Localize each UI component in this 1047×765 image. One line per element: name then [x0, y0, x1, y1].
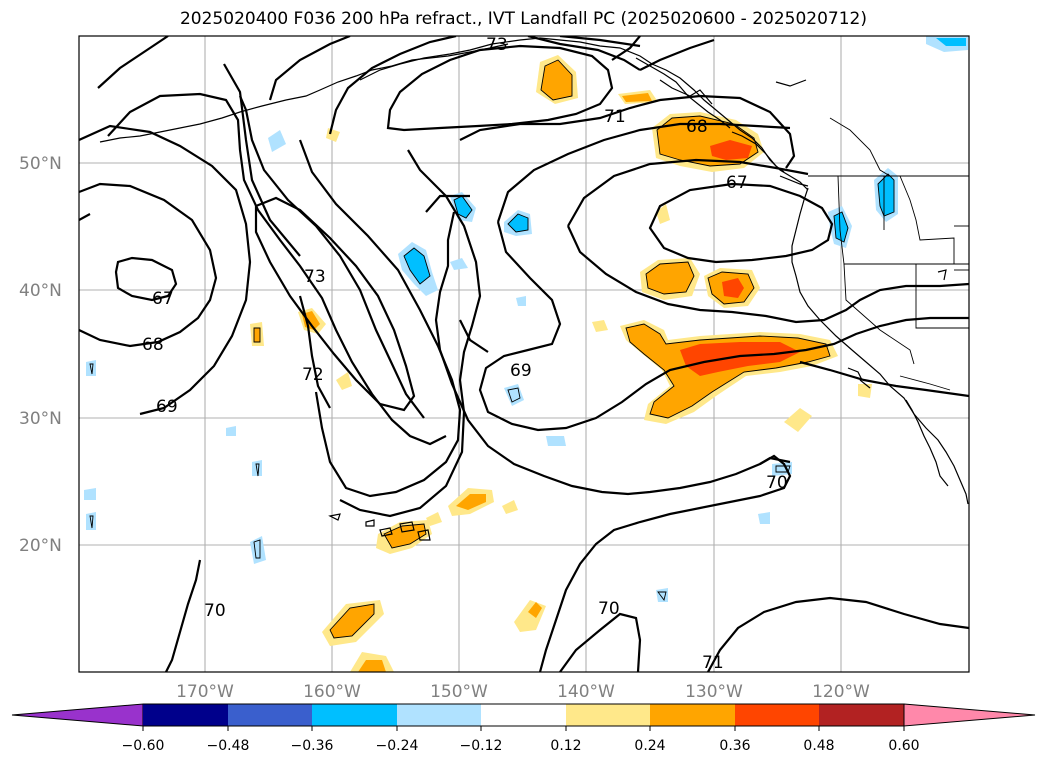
colorbar-bin-6: [566, 704, 650, 726]
colorbar-tick-label: −0.24: [376, 738, 419, 754]
colorbar: −0.60 −0.48 −0.36 −0.24 −0.12 0.12 0.24 …: [11, 703, 1036, 754]
contour-71-south: [707, 596, 969, 672]
contour-label-73-trough: 73: [304, 267, 326, 287]
contour-label-73-north: 73: [486, 35, 508, 55]
lat-label-40n: 40°N: [19, 281, 62, 301]
us-west-coast: [791, 187, 969, 505]
colorbar-tick-label: 0.60: [888, 738, 919, 754]
colorbar-bin-3: [312, 704, 397, 726]
map-frame: [78, 35, 970, 673]
map-plot-area: 73 71 68 67 67 68 73 72 69 69 70 70 70 7…: [79, 35, 969, 673]
contour-68-west: [79, 182, 218, 348]
shade-outlines: [89, 59, 895, 639]
lon-label-170w: 170°W: [176, 682, 234, 702]
colorbar-under-extension: [11, 703, 144, 727]
lat-label-30n: 30°N: [19, 409, 62, 429]
contour-labels: 73 71 68 67 67 68 73 72 69 69 70 70 70 7…: [142, 35, 788, 673]
lon-label-130w: 130°W: [685, 682, 743, 702]
colorbar-bin-2: [228, 704, 312, 726]
colorbar-bin-8: [735, 704, 819, 726]
colorbar-bin-4: [397, 704, 481, 726]
longitude-labels: 170°W 160°W 150°W 140°W 130°W 120°W: [176, 682, 870, 702]
contour-label-70-hawaii-east: 70: [766, 473, 788, 493]
contour-alaska-loop: [611, 36, 641, 61]
latitude-labels: 50°N 40°N 30°N 20°N: [19, 154, 62, 556]
lon-label-150w: 150°W: [430, 682, 488, 702]
lon-label-160w: 160°W: [303, 682, 361, 702]
contour-label-69-east: 69: [510, 361, 532, 381]
coastlines: [99, 37, 969, 541]
lon-label-140w: 140°W: [557, 682, 615, 702]
lat-label-20n: 20°N: [19, 536, 62, 556]
contour-label-72: 72: [302, 365, 324, 385]
contour-67-east: [648, 182, 834, 264]
negative-shading: [84, 36, 968, 602]
colorbar-tick-label: −0.12: [460, 738, 503, 754]
contour-label-71: 71: [604, 107, 626, 127]
contour-72: [298, 295, 331, 409]
colorbar-tick-label: 0.12: [550, 738, 581, 754]
contour-73: [254, 196, 416, 412]
contour-68-east: [567, 158, 809, 227]
colorbar-tick-label: −0.60: [122, 738, 165, 754]
contour-69-east: [496, 122, 791, 223]
contour-70-east: [425, 194, 470, 213]
refractivity-contours: [79, 36, 969, 672]
map-title: 2025020400 F036 200 hPa refract., IVT La…: [179, 9, 867, 29]
colorbar-bin-1: [143, 704, 228, 726]
colorbar-tick-label: 0.48: [803, 738, 834, 754]
contour-label-70-south: 70: [598, 599, 620, 619]
contour-label-70-southwest: 70: [204, 601, 226, 621]
contour-around-trough: [298, 139, 462, 498]
contour-label-69-west: 69: [156, 397, 178, 417]
colorbar-tick-label: −0.48: [207, 738, 250, 754]
colorbar-bin-7: [650, 704, 735, 726]
contour-70-west: [97, 36, 169, 89]
lat-label-50n: 50°N: [19, 154, 62, 174]
contour-label-68-west: 68: [142, 335, 164, 355]
colorbar-bin-9: [819, 704, 904, 726]
contour-label-71-south: 71: [702, 653, 724, 673]
contour-label-68-bc: 68: [686, 117, 708, 137]
positive-shading: [250, 55, 872, 672]
hawaii-islands: [379, 527, 393, 537]
contour-label-67-east: 67: [726, 173, 748, 193]
colorbar-tick-label: −0.36: [291, 738, 334, 754]
colorbar-tick-label: 0.36: [719, 738, 750, 754]
contour-67-west: [114, 256, 178, 302]
colorbar-over-extension: [903, 703, 1036, 727]
contour-69-west: [79, 124, 252, 416]
aleutian-chain: [99, 43, 509, 143]
colorbar-bin-5: [481, 704, 566, 726]
lon-label-120w: 120°W: [812, 682, 870, 702]
colorbar-tick-label: 0.24: [634, 738, 665, 754]
contour-label-67-west: 67: [152, 289, 174, 309]
